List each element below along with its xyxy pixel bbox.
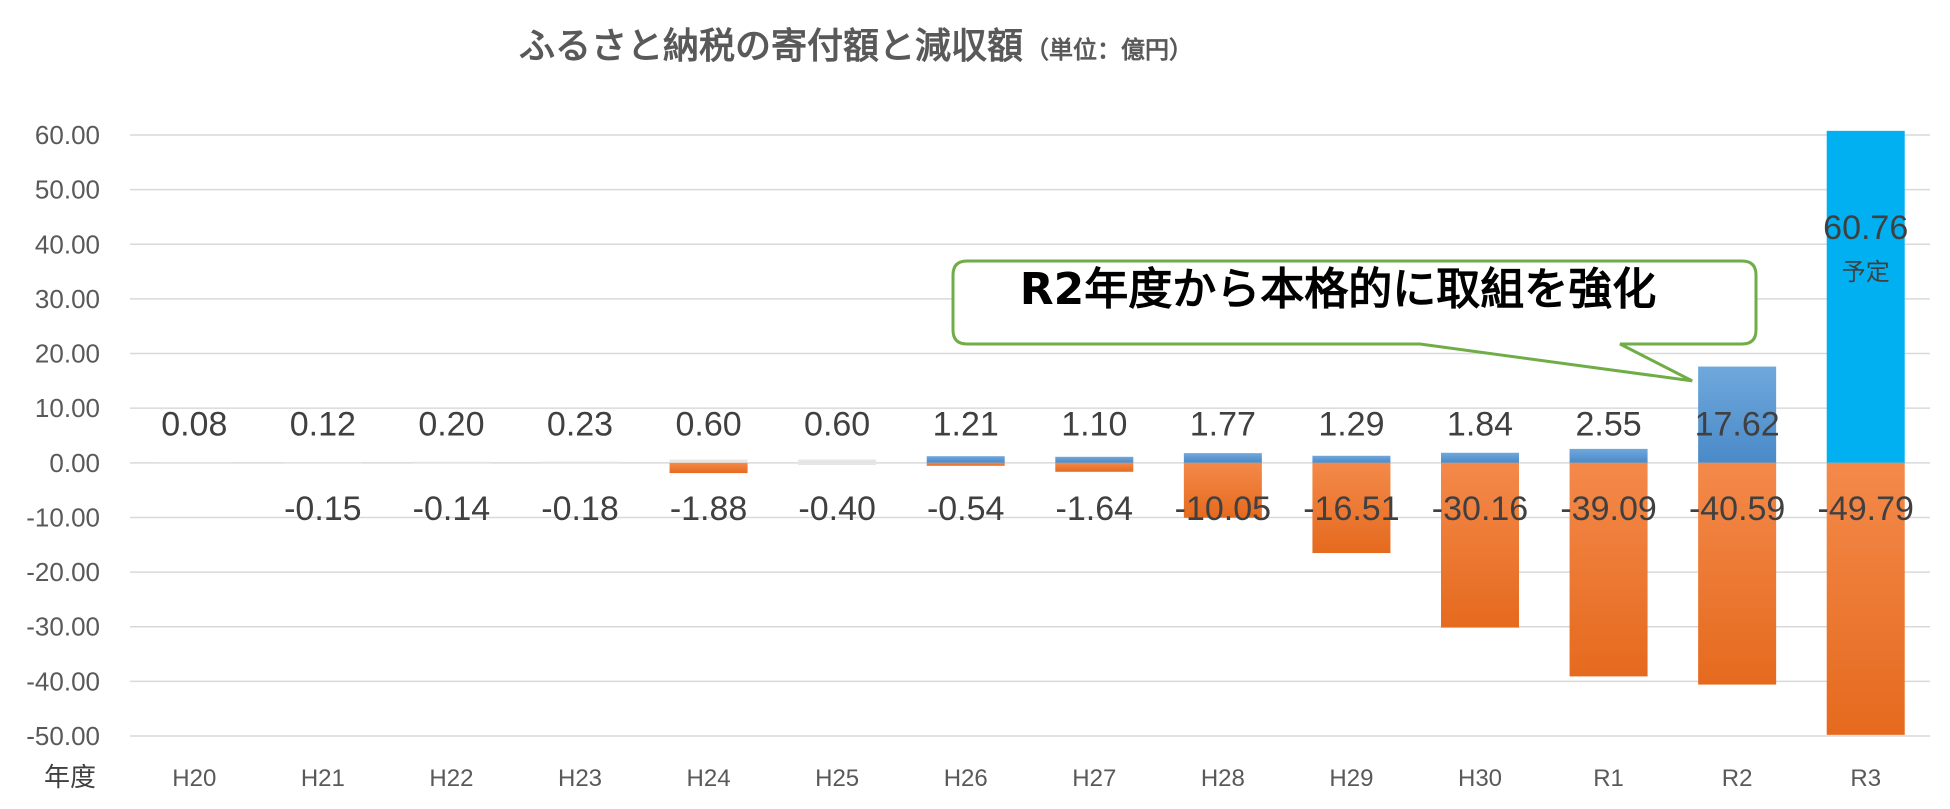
data-label-donation: 1.10: [1061, 406, 1127, 444]
x-tick-label: H20: [172, 765, 216, 792]
data-label-donation: 0.60: [675, 406, 741, 444]
x-tick-label: R3: [1850, 765, 1881, 792]
data-label-donation: 1.29: [1318, 406, 1384, 444]
bar-revenue-loss-H30: [1441, 462, 1519, 628]
bar-revenue-loss-H27: [1055, 462, 1134, 472]
chart-title: ふるさと納税の寄付額と減収額: [519, 26, 1023, 67]
data-label-revenue-loss: -30.16: [1432, 490, 1528, 528]
bar-revenue-loss-H28: [1183, 462, 1262, 518]
x-tick-label: H24: [687, 765, 731, 792]
x-tick-label: H27: [1072, 765, 1116, 792]
data-label-revenue-loss: -0.14: [413, 490, 491, 528]
bar-donation-H26: [926, 456, 1005, 463]
y-tick-label: -30.00: [26, 612, 100, 642]
data-label-donation: 17.62: [1695, 406, 1780, 444]
y-tick-label: 20.00: [35, 339, 100, 369]
bar-donation-H28: [1183, 453, 1262, 463]
bar-donation-R3: [1826, 130, 1905, 463]
x-tick-label: H29: [1329, 765, 1373, 792]
bar-revenue-loss-H23: [541, 462, 619, 464]
data-label-revenue-loss: -0.15: [284, 490, 362, 528]
bar-revenue-loss-H29: [1312, 462, 1391, 554]
bar-donation-H27: [1055, 456, 1134, 463]
x-tick-label: H30: [1458, 765, 1502, 792]
y-axis-ticks: -50.00 -40.00 -30.00 -20.00 -10.00 0.00 10.00 2…: [26, 120, 100, 751]
bar-revenue-loss-R2: [1698, 462, 1777, 685]
data-label-revenue-loss: -0.54: [927, 490, 1005, 528]
bar-donation-H29: [1312, 455, 1391, 463]
y-tick-label: -50.00: [26, 721, 100, 751]
y-tick-label: -40.00: [26, 666, 100, 696]
data-label-donation: 0.23: [547, 406, 613, 444]
annotation-callout: R2年度から本格的に取組を強化: [951, 259, 1758, 383]
x-tick-label: H25: [815, 765, 859, 792]
bar-donation-H25: [798, 459, 877, 463]
x-tick-label: R1: [1593, 765, 1624, 792]
x-tick-label: R2: [1722, 765, 1753, 792]
data-label-donation: 1.77: [1190, 406, 1256, 444]
data-label-donation: 0.12: [290, 406, 356, 444]
y-tick-label: -10.00: [26, 502, 100, 532]
data-label-revenue-loss: -0.40: [798, 490, 876, 528]
data-label-donation: 0.08: [161, 406, 227, 444]
y-tick-label: 30.00: [35, 284, 100, 314]
bar-donation-R1: [1569, 448, 1648, 463]
y-tick-label: 50.00: [35, 175, 100, 205]
gridlines: [130, 134, 1930, 737]
data-label-donation: 0.60: [804, 406, 870, 444]
data-label-revenue-loss: -49.79: [1818, 490, 1914, 528]
bar-revenue-loss-H26: [926, 462, 1005, 466]
x-tick-label: H22: [429, 765, 473, 792]
x-tick-label: H21: [301, 765, 345, 792]
data-label-revenue-loss: -39.09: [1560, 490, 1656, 528]
x-axis-ticks: H20 H21 H22 H23 H24 H25 H26 H27 H28 H29 H30 R1 R2 R3: [172, 765, 1881, 792]
x-tick-label: H26: [944, 765, 988, 792]
y-tick-label: 60.00: [35, 120, 100, 150]
data-label-donation: 2.55: [1575, 406, 1641, 444]
bar-donation-H21: [283, 462, 362, 463]
annotation-callout-box: [951, 259, 1758, 383]
bar-revenue-loss-H25: [798, 462, 877, 466]
data-label-revenue-loss: -16.51: [1303, 490, 1399, 528]
data-label-revenue-loss: -1.88: [670, 490, 748, 528]
x-tick-label: H23: [558, 765, 602, 792]
y-tick-label: 0.00: [49, 448, 100, 478]
y-tick-label: 40.00: [35, 229, 100, 259]
bar-donation-R2: [1698, 366, 1777, 463]
data-label-donation: 0.20: [418, 406, 484, 444]
annotation-callout-text: R2年度から本格的に取組を強化: [1020, 264, 1657, 315]
bar-donation-H22: [412, 461, 491, 463]
bar-revenue-loss-H21: [283, 462, 362, 464]
data-label-donation: 60.76: [1823, 209, 1908, 247]
forecast-note: 予定: [1842, 258, 1890, 286]
bar-revenue-loss-H22: [412, 462, 491, 464]
y-tick-label: -20.00: [26, 557, 100, 587]
bars: [155, 130, 1905, 735]
bar-revenue-loss-H24: [669, 462, 748, 474]
data-label-donation: 1.84: [1447, 406, 1513, 444]
data-labels: 0.08 0.12 -0.15 0.20 -0.14 0.23 -0.18 0.60 -1.88…: [161, 209, 1914, 528]
bar-donation-H24: [669, 459, 748, 463]
data-label-revenue-loss: -40.59: [1689, 490, 1785, 528]
data-label-donation: 1.21: [933, 406, 999, 444]
data-label-revenue-loss: -1.64: [1056, 490, 1134, 528]
bar-donation-H30: [1441, 452, 1519, 463]
bar-revenue-loss-R3: [1826, 462, 1905, 735]
data-label-revenue-loss: -10.05: [1175, 490, 1271, 528]
x-axis-label: 年度: [44, 763, 96, 793]
y-tick-label: 10.00: [35, 393, 100, 423]
bar-donation-H23: [541, 461, 619, 463]
bar-revenue-loss-R1: [1569, 462, 1648, 677]
x-tick-label: H28: [1201, 765, 1245, 792]
data-label-revenue-loss: -0.18: [541, 490, 619, 528]
chart-title-unit: （単位：億円）: [1025, 36, 1193, 64]
